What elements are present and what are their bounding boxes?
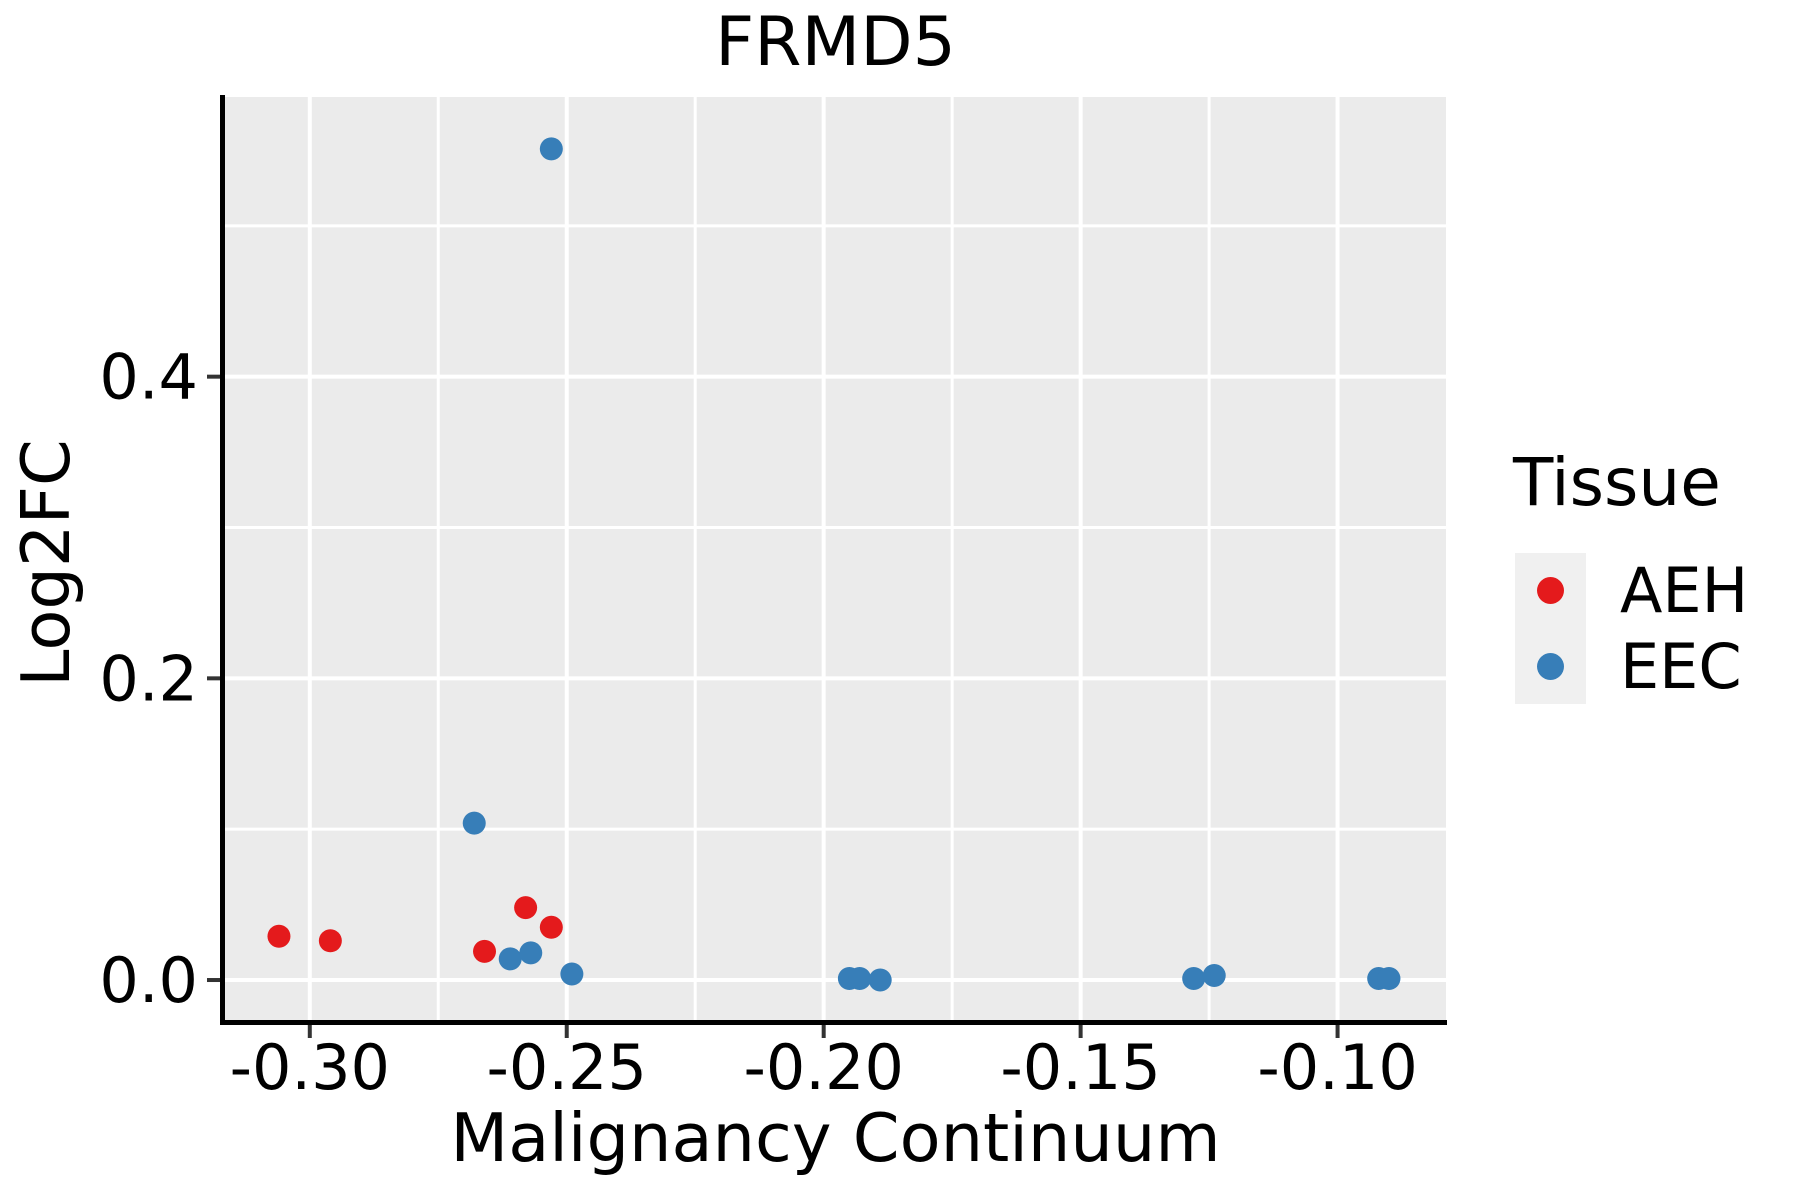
data-point-eec <box>868 968 892 992</box>
x-tick-label: -0.25 <box>487 1031 647 1104</box>
aeh-point-icon <box>1537 577 1564 605</box>
y-axis-title: Log2FC <box>7 439 85 687</box>
legend-keys: AEH EEC <box>1515 553 1748 704</box>
x-tick-label: -0.30 <box>230 1031 390 1104</box>
x-tick-label: -0.15 <box>1000 1031 1160 1104</box>
legend-label-aeh: AEH <box>1620 554 1749 628</box>
legend-item-aeh: AEH <box>1515 553 1748 629</box>
y-tick-label: 0.0 <box>99 944 198 1017</box>
data-point-eec <box>1202 964 1226 988</box>
data-point-aeh <box>539 915 563 939</box>
legend-item-eec: EEC <box>1515 628 1748 704</box>
y-tick-label: 0.4 <box>99 341 198 414</box>
x-tick-label: -0.10 <box>1257 1031 1417 1104</box>
plot-panel <box>225 97 1446 1020</box>
data-point-aeh <box>473 939 497 963</box>
data-point-eec <box>462 811 486 835</box>
y-tick-label: 0.2 <box>99 642 198 715</box>
data-point-aeh <box>267 924 291 948</box>
data-point-eec <box>539 137 563 161</box>
legend-label-eec: EEC <box>1620 629 1742 703</box>
data-point-aeh <box>318 929 342 953</box>
legend-title: Tissue <box>1513 444 1721 521</box>
legend: Tissue AEH EEC <box>1513 450 1748 704</box>
chart-title: FRMD5 <box>715 3 956 82</box>
data-point-eec <box>848 967 872 991</box>
legend-key-box <box>1515 628 1586 704</box>
eec-point-icon <box>1537 652 1564 680</box>
x-tick-label: -0.20 <box>743 1031 903 1104</box>
data-point-aeh <box>514 896 538 920</box>
data-point-eec <box>560 962 584 986</box>
data-point-eec <box>498 947 522 971</box>
data-point-eec <box>1377 967 1401 991</box>
x-axis-title: Malignancy Continuum <box>450 1099 1221 1177</box>
data-point-eec <box>1182 967 1206 991</box>
data-point-eec <box>519 941 543 965</box>
legend-key-box <box>1515 553 1586 629</box>
